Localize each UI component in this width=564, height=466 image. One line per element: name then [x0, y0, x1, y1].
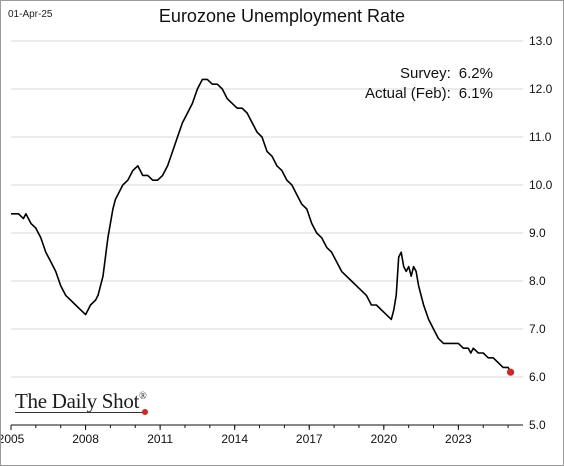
- y-tick-label: 5.0: [529, 418, 546, 432]
- actual-annotation: Actual (Feb): 6.1%: [365, 85, 493, 102]
- y-tick-label: 7.0: [529, 322, 546, 336]
- watermark-underline: [15, 412, 143, 413]
- y-tick-label: 11.0: [529, 130, 552, 144]
- chart-date: 01-Apr-25: [8, 9, 53, 20]
- x-tick-label: 2011: [147, 432, 173, 446]
- survey-annotation: Survey: 6.2%: [400, 65, 493, 82]
- y-tick-label: 12.0: [529, 82, 553, 96]
- x-tick-label: 2014: [221, 432, 248, 446]
- y-tick-label: 13.0: [529, 34, 553, 48]
- y-tick-label: 6.0: [529, 370, 546, 384]
- y-tick-label: 8.0: [529, 274, 546, 288]
- x-tick-label: 2020: [370, 432, 397, 446]
- survey-label: Survey:: [399, 65, 451, 82]
- watermark-text: The Daily Shot: [15, 389, 140, 413]
- latest-value-marker: [506, 368, 515, 376]
- y-tick-label: 9.0: [529, 226, 546, 240]
- actual-label: Actual (Feb):: [364, 85, 451, 102]
- x-tick-label: 2017: [296, 432, 323, 446]
- survey-value: 6.2%: [458, 65, 493, 82]
- unemployment-series-line: [11, 78, 512, 373]
- x-tick-label: 2005: [1, 432, 25, 446]
- x-tick-label: 2008: [72, 432, 99, 446]
- watermark-logo: The Daily Shot®: [15, 389, 147, 414]
- y-tick-label: 10.0: [529, 178, 553, 192]
- chart-title: Eurozone Unemployment Rate: [158, 6, 406, 26]
- actual-value: 6.1%: [458, 85, 493, 102]
- registered-mark: ®: [139, 391, 147, 402]
- x-tick-label: 2023: [445, 432, 472, 446]
- watermark-dot: [142, 409, 148, 415]
